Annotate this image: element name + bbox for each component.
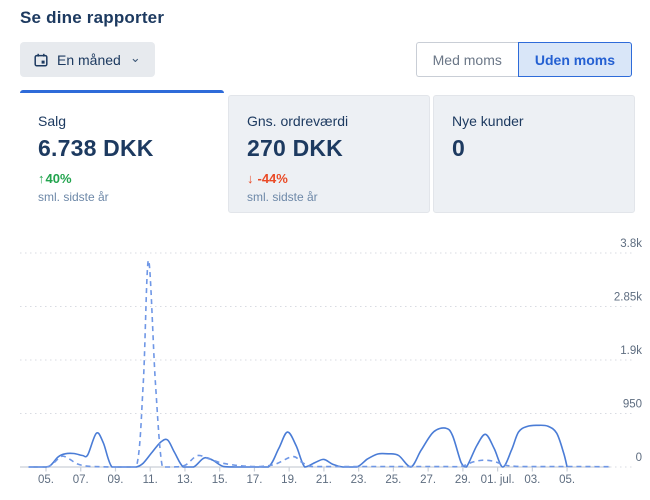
x-axis-label: 01. jul.	[481, 474, 515, 486]
stat-card-value: 0	[452, 135, 465, 161]
vat-toggle: Med moms Uden moms	[415, 42, 632, 77]
stat-card-value: 6.738 DKK	[38, 135, 154, 161]
x-axis-label: 11.	[143, 474, 158, 486]
stat-card-compare-label: sml. sidste år	[38, 190, 109, 204]
report-chart[interactable]: 0 950 1.9k 2.85k 3.8k 05. 07. 09. 11. 13. 15. 17. 19…	[0, 230, 650, 500]
stat-card-title: Nye kunder	[452, 113, 524, 129]
x-axis-label: 05.	[559, 474, 575, 486]
current-period-line	[28, 424, 568, 468]
y-axis-label: 1.9k	[620, 345, 642, 357]
y-axis-label: 2.85k	[614, 292, 642, 304]
x-axis-label: 15.	[212, 474, 228, 486]
x-axis-label: 29.	[455, 474, 471, 486]
y-axis-label: 0	[636, 452, 642, 464]
x-axis-label: 27.	[420, 474, 436, 486]
chart-canvas[interactable]: 0 950 1.9k 2.85k 3.8k 05. 07. 09. 11. 13. 15. 17. 19…	[0, 230, 650, 500]
x-axis-label: 19.	[281, 474, 297, 486]
chevron-down-icon: ⌄	[129, 50, 141, 65]
x-axis-label: 05.	[38, 474, 54, 486]
x-axis-label: 09.	[107, 474, 123, 486]
previous-period-line	[28, 259, 609, 468]
x-axis-label: 17.	[246, 474, 262, 486]
stat-card-change: ↑40%	[38, 171, 72, 186]
y-axis-label: 3.8k	[620, 238, 642, 250]
period-label: En måned	[57, 51, 121, 68]
period-selector[interactable]: En måned ⌄	[20, 42, 155, 77]
x-axis-label: 07.	[73, 474, 89, 486]
stat-card-avg-order[interactable]: Gns. ordreværdi 270 DKK ↓ -44% sml. sidst…	[228, 95, 430, 213]
stat-card-sales[interactable]: Salg 6.738 DKK ↑40% sml. sidste år	[20, 90, 224, 213]
vat-without-button[interactable]: Uden moms	[517, 42, 632, 77]
x-axis-label: 13.	[177, 474, 193, 486]
stat-card-title: Salg	[38, 113, 67, 129]
stat-card-value: 270 DKK	[247, 135, 343, 161]
arrow-up-icon: ↑	[38, 171, 45, 186]
vat-with-button[interactable]: Med moms	[415, 42, 518, 77]
calendar-icon	[34, 53, 48, 67]
stat-card-compare-label: sml. sidste år	[247, 190, 318, 204]
x-axis-label: 21.	[316, 474, 332, 486]
x-axis-label: 25.	[385, 474, 401, 486]
y-axis-label: 950	[623, 399, 642, 411]
arrow-down-icon: ↓	[247, 171, 254, 186]
x-axis-label: 03.	[524, 474, 540, 486]
stat-card-new-customers[interactable]: Nye kunder 0	[433, 95, 635, 213]
x-axis-label: 23.	[351, 474, 367, 486]
stat-card-title: Gns. ordreværdi	[247, 113, 349, 129]
page-title: Se dine rapporter	[20, 8, 165, 27]
stat-card-change: ↓ -44%	[247, 171, 288, 186]
